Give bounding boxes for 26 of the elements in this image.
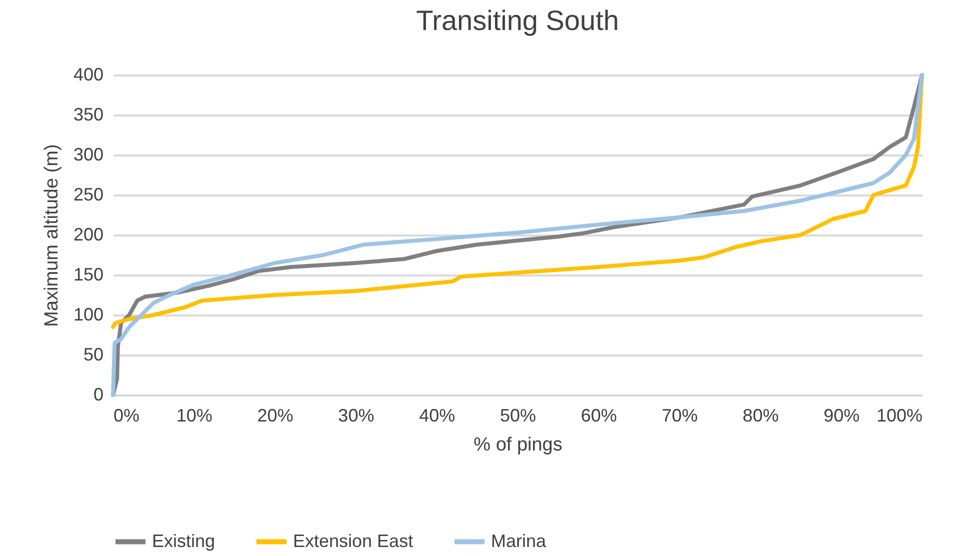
y-tick-label: 300 [73, 144, 104, 164]
legend-label: Extension East [293, 530, 414, 551]
y-tick-label: 0 [93, 384, 104, 404]
y-tick-label: 150 [73, 264, 104, 284]
legend-label: Marina [491, 530, 548, 551]
x-tick-label: 60% [580, 406, 617, 426]
y-tick-label: 100 [73, 304, 104, 324]
legend-label: Existing [152, 530, 216, 551]
x-axis-title: % of pings [474, 434, 562, 456]
x-tick-label: 90% [824, 406, 860, 426]
x-tick-label: 70% [662, 406, 698, 426]
x-tick-label: 0% [114, 406, 140, 426]
x-tick-label: 40% [419, 406, 456, 426]
x-tick-label: 10% [176, 406, 212, 426]
x-tick-label: 100% [876, 406, 922, 426]
y-tick-label: 50 [83, 344, 104, 364]
x-tick-label: 50% [500, 406, 536, 426]
chart-title: Transiting South [416, 5, 619, 36]
y-tick-label: 250 [73, 184, 104, 204]
x-tick-label: 30% [338, 406, 374, 426]
y-tick-label: 400 [73, 64, 104, 84]
y-tick-label: 350 [73, 104, 104, 124]
x-tick-label: 80% [742, 406, 779, 426]
y-axis-title: Maximum altitude (m) [41, 144, 62, 327]
x-tick-label: 20% [257, 406, 294, 426]
y-tick-label: 200 [73, 224, 104, 244]
